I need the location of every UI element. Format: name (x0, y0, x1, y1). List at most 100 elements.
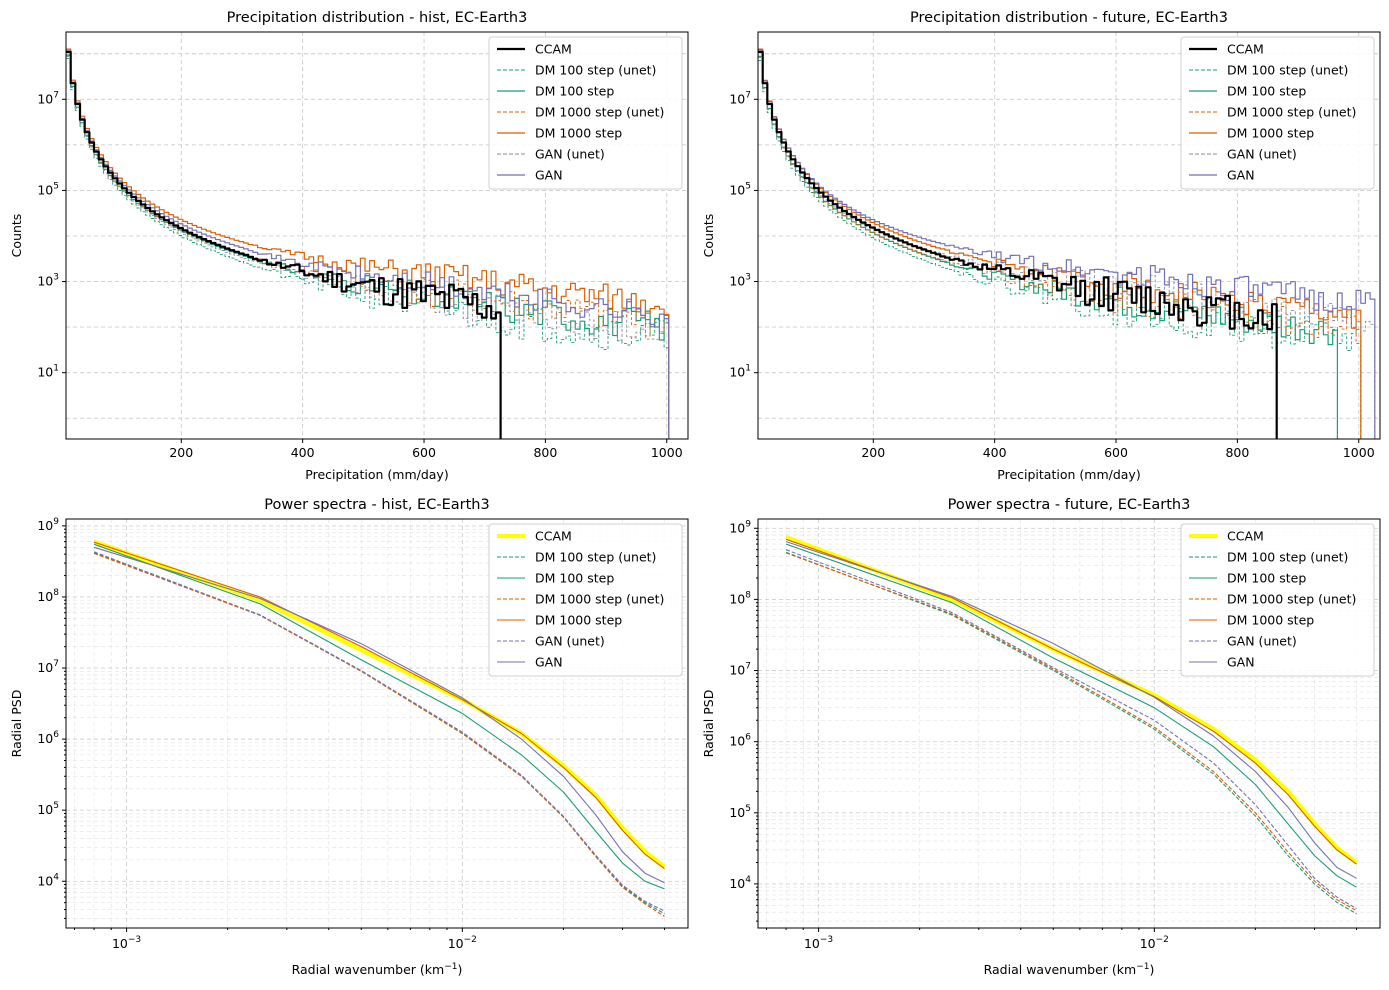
x-tick-label: 200 (861, 445, 885, 460)
legend-label: GAN (1227, 168, 1255, 183)
x-tick-label: 200 (169, 445, 193, 460)
y-tick-label: 101 (37, 364, 59, 380)
series-line (785, 552, 1357, 912)
legend-label: GAN (535, 168, 563, 183)
series-line (93, 541, 665, 870)
y-tick-label: 105 (729, 181, 751, 197)
legend: CCAM DM 100 step (unet) DM 100 step DM 1000… (488, 36, 683, 190)
x-axis-label: Radial wavenumber (km−1) (292, 962, 463, 977)
series-group (66, 48, 670, 439)
legend-label: DM 1000 step (unet) (1227, 105, 1356, 120)
y-axis-label: Radial PSD (701, 690, 716, 758)
series-line (93, 543, 665, 890)
legend-label: GAN (unet) (1227, 147, 1297, 162)
series-line (785, 541, 1357, 879)
series-line (93, 546, 665, 884)
y-tick-label: 105 (37, 801, 59, 817)
legend-label: CCAM (535, 529, 572, 544)
legend-label: GAN (535, 655, 563, 670)
grid (758, 519, 1380, 928)
series-line (758, 55, 1338, 439)
legend-label: DM 1000 step (1227, 126, 1314, 141)
legend-box (1180, 36, 1375, 190)
legend-label: CCAM (535, 42, 572, 57)
x-tick-label: 10−2 (1140, 935, 1169, 951)
y-tick-label: 101 (729, 364, 751, 380)
legend: CCAM DM 100 step (unet) DM 100 step DM 1000… (488, 523, 683, 677)
chart-hist_future: 200 400 600 800 1000 101 103 105 107 Precipitatio… (701, 10, 1381, 482)
legend-label: GAN (unet) (535, 634, 605, 649)
legend-label: GAN (1227, 655, 1255, 670)
legend-label: DM 1000 step (unet) (535, 105, 664, 120)
chart-title: Power spectra - future, EC-Earth3 (948, 497, 1191, 513)
legend-box (488, 36, 683, 190)
series-line (758, 49, 1376, 439)
y-axis-label: Counts (9, 214, 24, 258)
legend-label: DM 100 step (unet) (1227, 550, 1348, 565)
axes-frame (757, 31, 1381, 440)
x-tick-label: 800 (1225, 445, 1249, 460)
legend-label: DM 100 step (1227, 571, 1306, 586)
x-tick-label: 1000 (651, 445, 683, 460)
y-tick-label: 106 (37, 730, 59, 746)
legend-label: DM 1000 step (1227, 613, 1314, 628)
x-tick-label: 10−3 (804, 935, 833, 951)
x-tick-label: 400 (983, 445, 1007, 460)
series-line (785, 535, 1358, 865)
x-tick-label: 10−2 (448, 935, 477, 951)
series-line (785, 538, 1357, 865)
y-axis-label: Counts (701, 214, 716, 258)
legend-label: DM 100 step (535, 84, 614, 99)
axes-frame (757, 518, 1381, 929)
series-line (785, 543, 1357, 888)
x-tick-label: 10−3 (112, 935, 141, 951)
x-axis-label: Precipitation (mm/day) (305, 467, 448, 482)
series-line (66, 55, 670, 439)
y-tick-label: 105 (37, 181, 59, 197)
series-line (785, 551, 1357, 915)
chart-psd_future: 10−3 10−2 104 105 106 107 108 109 Power spectra … (701, 497, 1381, 977)
legend-box (1180, 523, 1375, 677)
legend-label: CCAM (1227, 42, 1264, 57)
legend-label: DM 100 step (1227, 84, 1306, 99)
y-tick-label: 104 (37, 872, 59, 888)
x-tick-label: 400 (291, 445, 315, 460)
legend-label: DM 1000 step (535, 126, 622, 141)
chart-hist_hist: 200 400 600 800 1000 101 103 105 107 Precipitatio… (9, 10, 689, 482)
legend-label: DM 100 step (unet) (535, 550, 656, 565)
y-tick-label: 103 (37, 273, 59, 289)
chart-title: Precipitation distribution - future, EC-… (910, 10, 1228, 26)
series-line (758, 50, 1278, 439)
y-tick-label: 109 (729, 519, 751, 535)
y-tick-label: 109 (37, 517, 59, 533)
series-line (66, 50, 670, 439)
legend-label: GAN (unet) (535, 147, 605, 162)
series-line (66, 50, 502, 439)
legend-label: GAN (unet) (1227, 634, 1297, 649)
legend-label: DM 1000 step (unet) (535, 592, 664, 607)
legend-label: DM 100 step (535, 571, 614, 586)
y-tick-label: 106 (729, 733, 751, 749)
legend-label: DM 1000 step (unet) (1227, 592, 1356, 607)
x-tick-label: 600 (1104, 445, 1128, 460)
y-tick-label: 107 (37, 659, 59, 675)
y-tick-label: 103 (729, 273, 751, 289)
x-axis-label: Radial wavenumber (km−1) (984, 962, 1155, 977)
y-tick-label: 104 (729, 875, 751, 891)
series-line (93, 551, 665, 912)
series-line (785, 549, 1357, 910)
y-axis-label: Radial PSD (9, 690, 24, 758)
x-tick-label: 800 (533, 445, 557, 460)
legend-label: CCAM (1227, 529, 1264, 544)
series-group (758, 48, 1376, 439)
axes-frame (65, 518, 689, 929)
y-tick-label: 107 (729, 90, 751, 106)
series-group (93, 539, 666, 917)
series-line (66, 57, 670, 439)
series-line (93, 539, 666, 869)
legend: CCAM DM 100 step (unet) DM 100 step DM 1000… (1180, 523, 1375, 677)
y-tick-label: 107 (729, 662, 751, 678)
chart-title: Power spectra - hist, EC-Earth3 (264, 497, 489, 513)
series-line (66, 48, 670, 439)
